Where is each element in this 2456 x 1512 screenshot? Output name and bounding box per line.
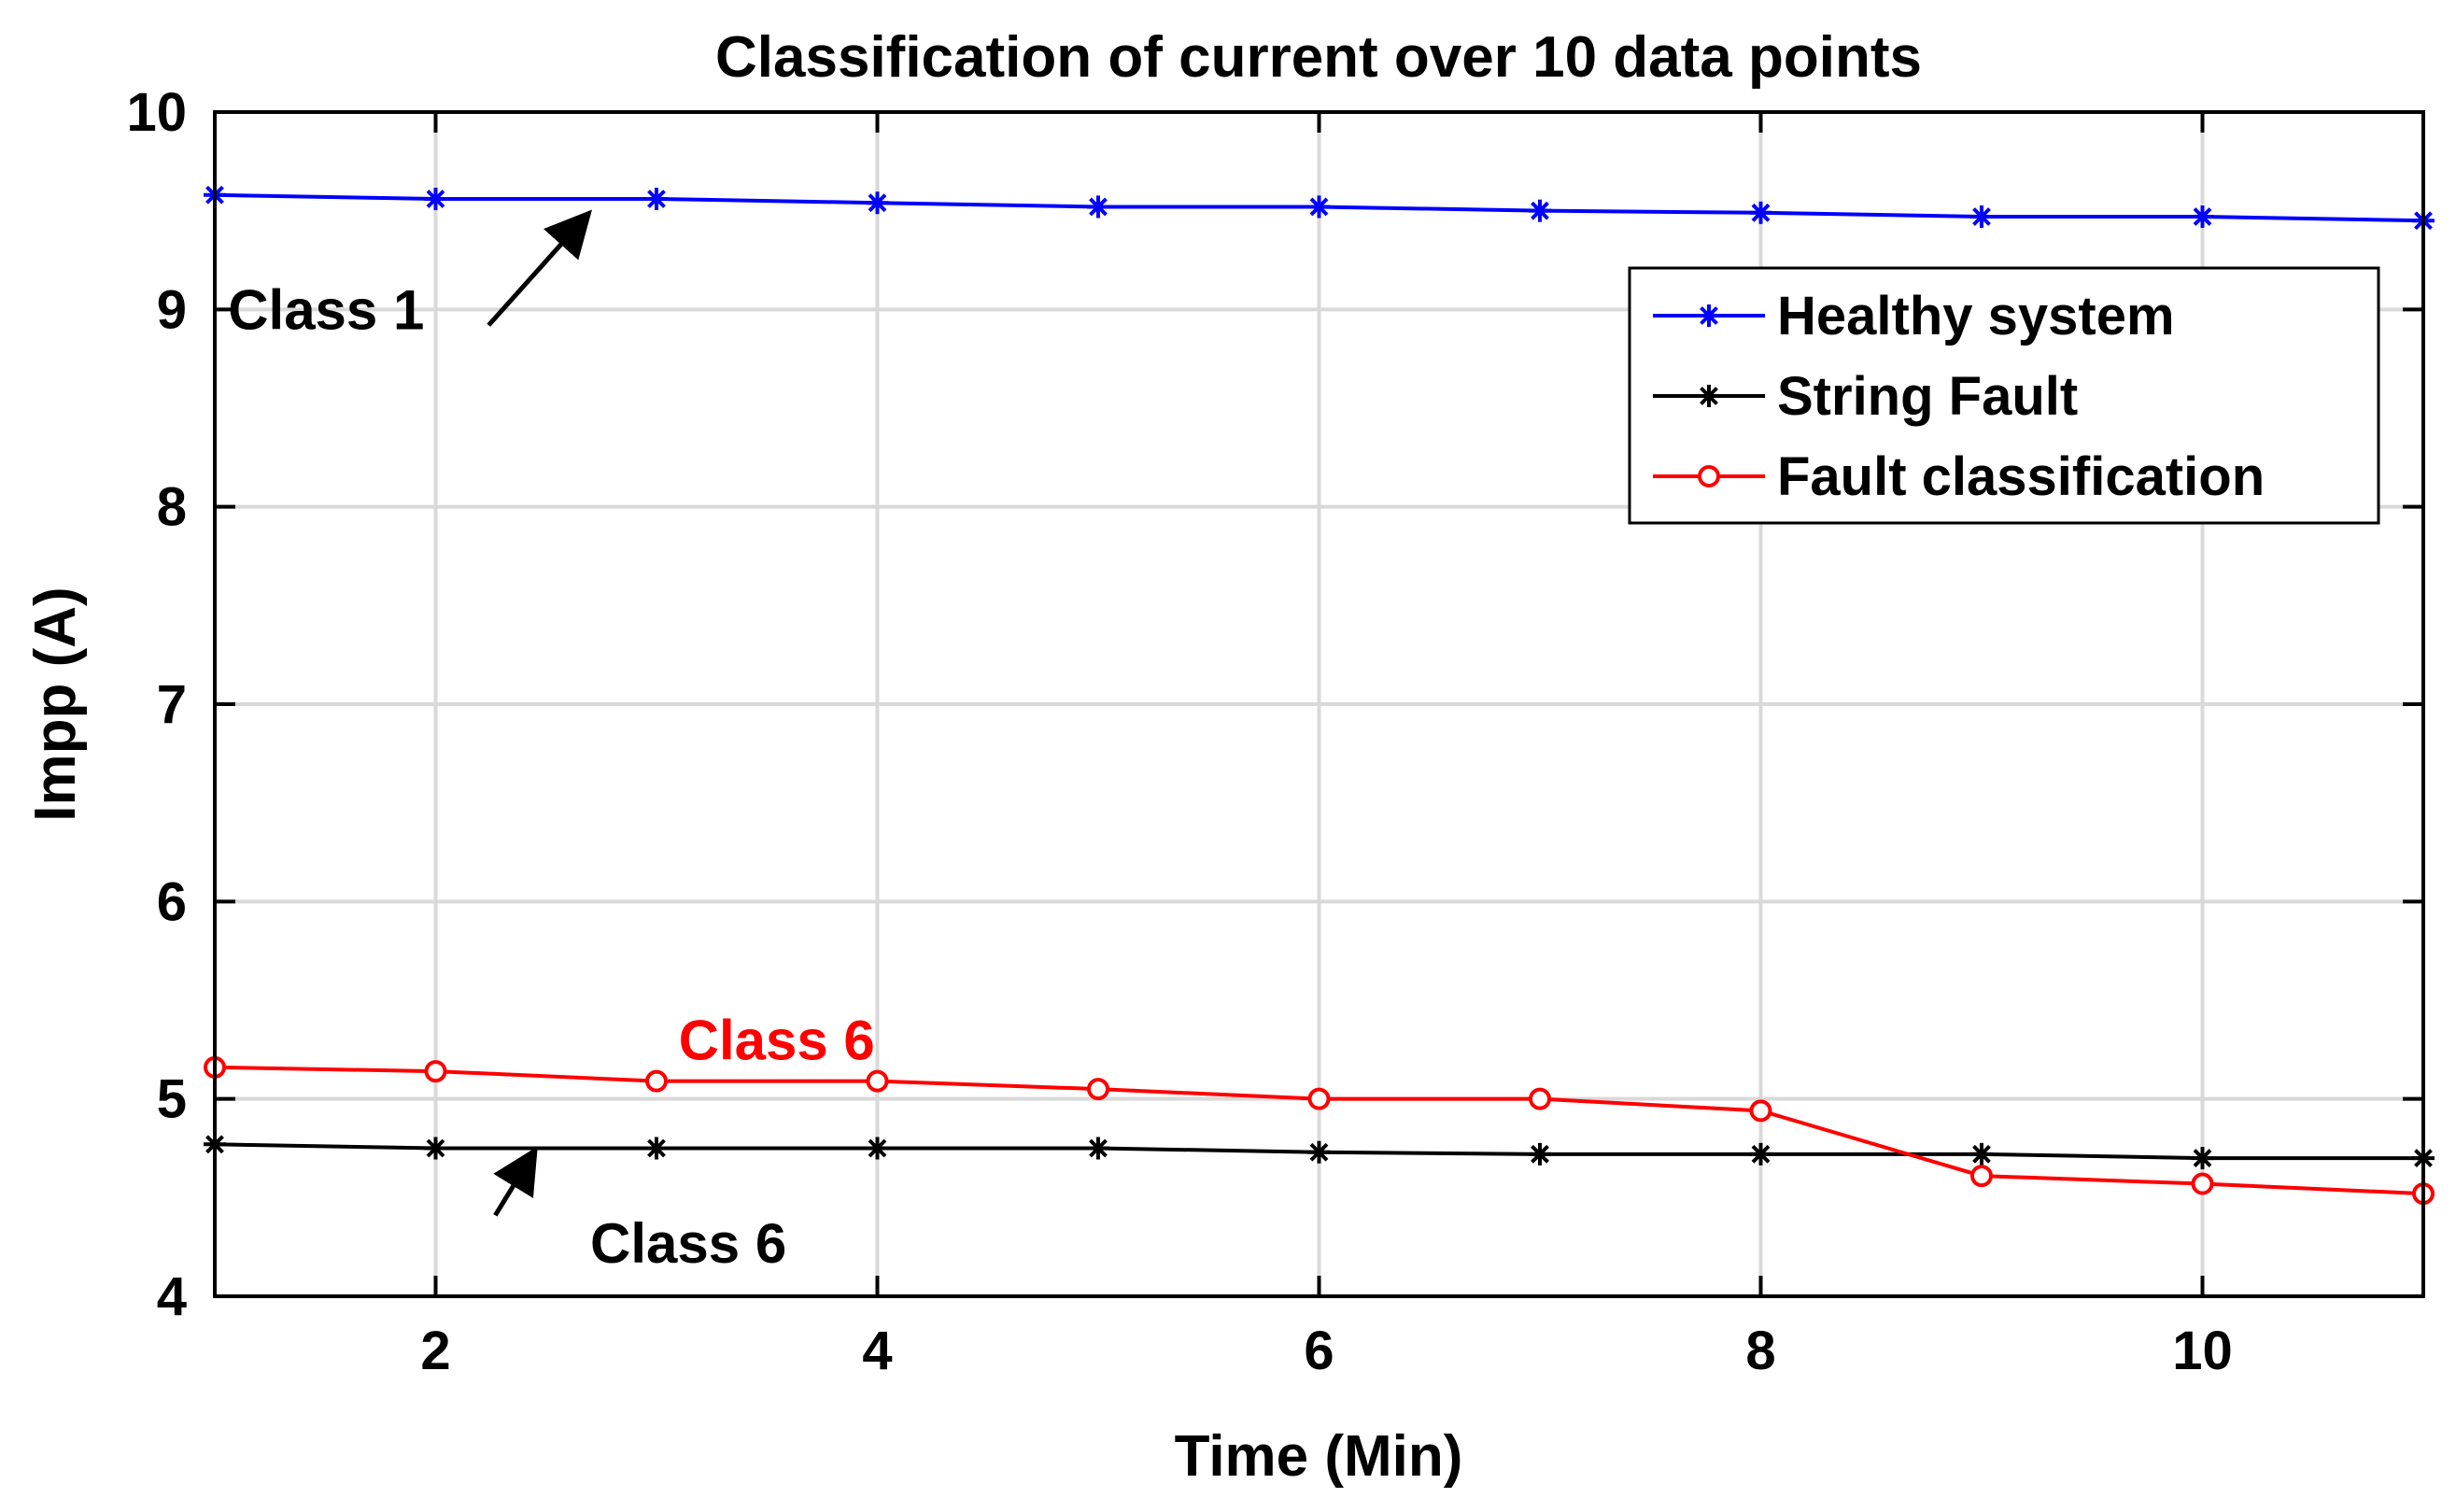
x-tick-label: 8 [1745,1321,1775,1381]
data-point [1087,1137,1109,1160]
data-point [424,187,447,210]
data-point [645,1069,668,1093]
annotation-arrow [493,1146,538,1217]
legend-label: String Fault [1777,366,2078,427]
data-point [2191,1172,2214,1195]
data-point [866,1069,889,1093]
asterisk-stroke [647,190,666,208]
axis-ticks: 2 4 6 8 10 4 5 6 7 8 9 10 [126,82,2423,1381]
data-point [1749,1099,1772,1123]
data-point [1749,1142,1772,1166]
asterisk-stroke [2193,1149,2212,1167]
asterisk-stroke [1531,1144,1549,1164]
legend-entry: Healthy system [1653,286,2175,346]
x-tick-label: 2 [420,1321,450,1381]
asterisk-stroke [647,1138,666,1158]
asterisk-stroke [1089,1138,1108,1158]
asterisk-stroke [868,1138,887,1158]
data-point [2191,205,2214,229]
legend-label: Healthy system [1777,286,2175,346]
annotation-label: Class 6 [590,1212,786,1275]
chart-title: Classification of current over 10 data p… [715,25,1922,90]
y-tick-label: 6 [157,871,187,932]
legend-swatch-marker [1698,304,1720,327]
annotation-label: Class 1 [228,278,424,341]
data-point [645,1137,668,1160]
asterisk-stroke [1972,207,1991,226]
y-tick-label: 5 [157,1069,187,1130]
x-axis-title: Time (Min) [1175,1424,1463,1489]
legend-entry: String Fault [1653,366,2078,427]
legend-swatch-marker [1698,465,1720,488]
data-point [1970,205,1993,229]
legend: Healthy system String Fault Fault classifi… [1628,266,2380,525]
data-point [1529,1087,1551,1110]
asterisk-stroke [1700,387,1718,405]
data-point [1307,195,1331,219]
series-0 [204,183,2435,233]
legend-entry: Fault classification [1653,446,2265,507]
data-point [1529,199,1551,222]
asterisk-stroke [1089,197,1108,217]
asterisk-stroke [1751,203,1771,222]
asterisk-stroke [1309,197,1329,217]
asterisk-stroke [868,193,887,213]
series-layer [204,183,2435,1206]
asterisk-stroke [426,1138,445,1158]
asterisk-stroke [1700,306,1718,325]
data-point [866,191,889,215]
legend-label: Fault classification [1777,446,2265,507]
y-tick-label: 7 [157,674,187,735]
data-point [1307,1140,1331,1164]
annotations: Class 1 Class 6 Class 6 [228,209,875,1275]
series-1 [204,1133,2435,1170]
x-tick-label: 4 [862,1321,892,1381]
data-point [1087,1078,1109,1101]
data-point [1529,1142,1551,1166]
data-point [424,1137,447,1160]
asterisk-stroke [1531,201,1549,220]
data-point [866,1137,889,1160]
data-point [645,187,668,210]
asterisk-stroke [2193,207,2212,226]
data-point [1749,201,1772,224]
legend-swatch-marker [1698,385,1720,407]
data-point [1970,1142,1993,1166]
asterisk-stroke [1751,1144,1771,1164]
annotation-arrow [487,209,592,327]
asterisk-stroke [1309,1142,1329,1162]
y-tick-label: 10 [126,82,187,143]
x-tick-label: 6 [1304,1321,1334,1381]
y-tick-label: 8 [157,477,187,538]
data-point [1087,195,1109,219]
y-tick-label: 9 [157,279,187,340]
y-tick-label: 4 [157,1266,187,1327]
asterisk-stroke [1972,1144,1991,1164]
data-point [1970,1165,1993,1188]
annotation-label: Class 6 [679,1009,875,1071]
data-point [2191,1147,2214,1170]
data-point [424,1060,447,1083]
x-tick-label: 10 [2172,1321,2233,1381]
legend-box [1628,266,2380,525]
y-axis-title: Impp (A) [23,586,88,821]
data-point [1307,1087,1331,1110]
asterisk-stroke [426,190,445,208]
